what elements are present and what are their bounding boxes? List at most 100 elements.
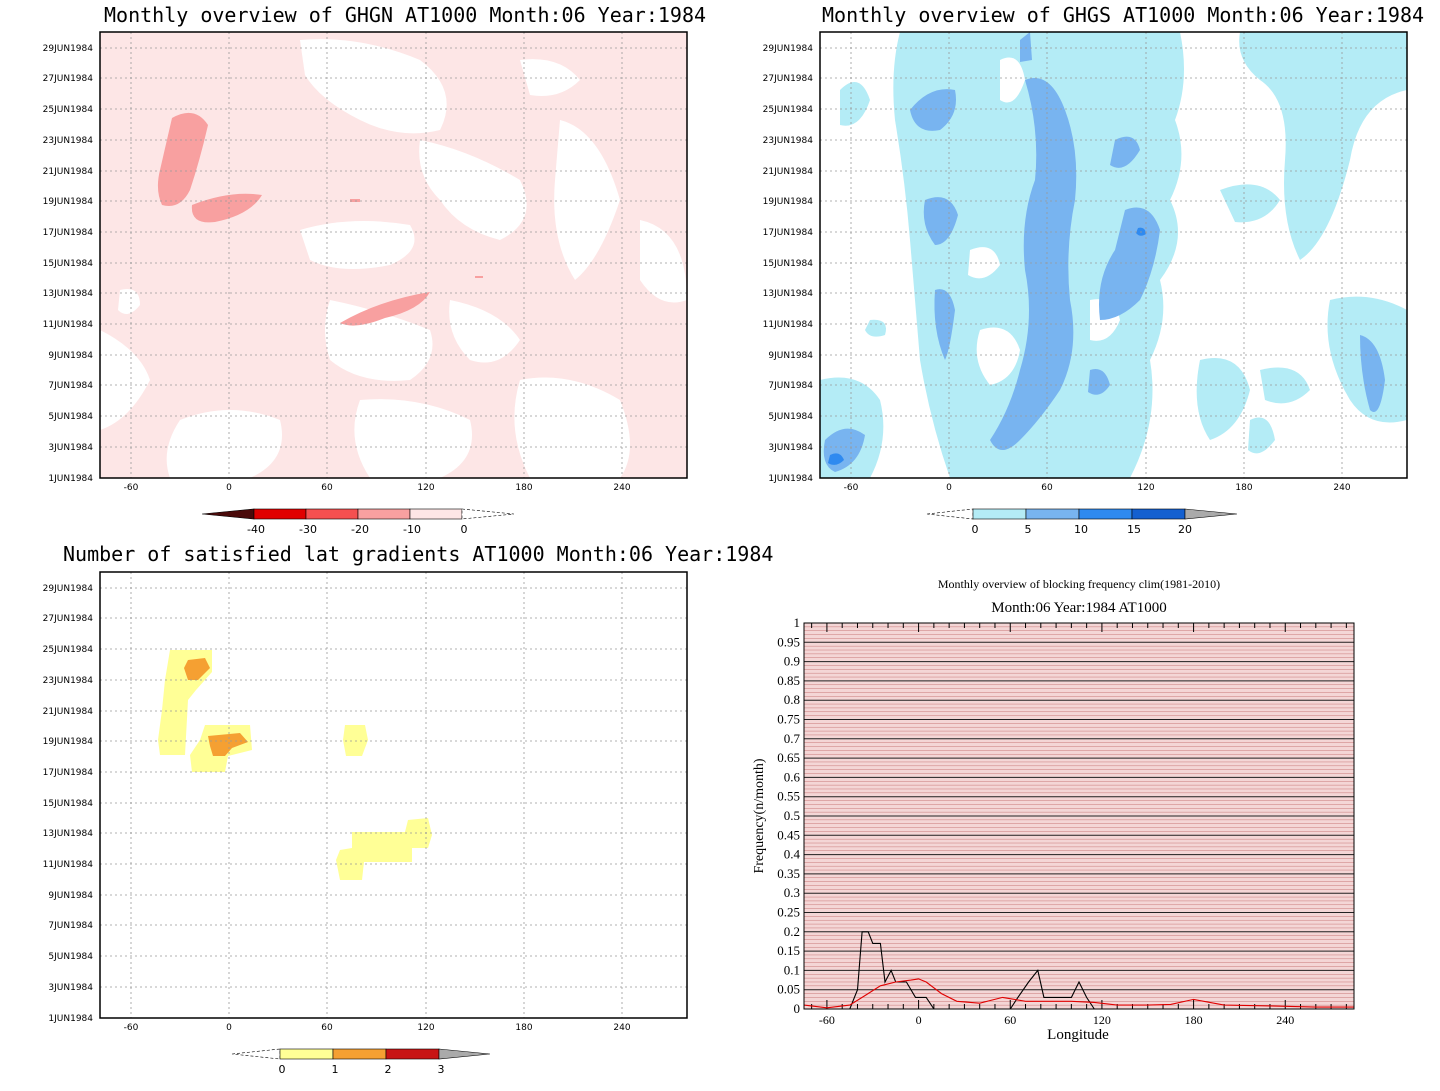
x-tick-label: 60 [321,1023,333,1033]
x-tick-label: 0 [946,483,952,493]
x-tick-label: -60 [844,483,859,493]
colorbar-swatch [409,508,463,520]
y-tick-label: 9JUN1984 [48,891,93,901]
series-line-1 [803,978,1354,1009]
ghgn-title: Monthly overview of GHGN AT1000 Month:06… [104,3,707,27]
ghgn-frame [99,31,688,479]
sat-grid [100,572,687,1018]
x-tick-label: -60 [124,483,139,493]
sat-title: Number of satisfied lat gradients AT1000… [63,542,774,566]
y-tick-label: 0.7 [784,731,801,746]
y-tick-label: 21JUN1984 [43,167,94,177]
ghgn-fill [100,32,687,478]
y-tick-label: 0.05 [777,982,800,997]
colorbar-label: -40 [247,523,265,536]
y-tick-label: 17JUN1984 [43,228,94,238]
x-tick-label: 180 [515,1023,532,1033]
x-tick-label: 120 [417,483,434,493]
y-axis-labels: 0 0.05 0.1 0.15 0.2 0.25 0.3 0.35 0.4 0.45 0.5 0.55… [777,615,800,1016]
y-tick-label: 23JUN1984 [43,136,94,146]
colorbar-label: 15 [1127,523,1141,536]
y-tick-label: 1JUN1984 [48,474,93,484]
x-tick-label: 0 [226,483,232,493]
ghgs-title: Monthly overview of GHGS AT1000 Month:06… [822,3,1425,27]
y-tick-label: 17JUN1984 [43,768,94,778]
series-line-0 [804,931,1354,1010]
x-tick-label: 240 [613,1023,630,1033]
y-tick-label: 23JUN1984 [43,676,94,686]
x-tick-label: 240 [1333,483,1350,493]
x-ticks [811,623,1347,1009]
y-tick-label: 29JUN1984 [43,44,94,54]
ghgs-grid [820,32,1407,478]
sat-fill [158,650,432,880]
y-tick-label: 15JUN1984 [763,259,814,269]
colorbar-arrow-low [201,508,255,520]
colorbar-arrow-high [461,508,515,520]
colorbar-swatch [1025,508,1080,520]
x-tick-label: 180 [515,483,532,493]
y-tick-label: 0.55 [777,789,800,804]
colorbar-swatch [279,1048,334,1060]
y-tick-label: 1JUN1984 [768,474,813,484]
ghgs-fill [820,32,1407,478]
y-tick-label: 29JUN1984 [763,44,814,54]
y-tick-label: 7JUN1984 [768,381,813,391]
y-tick-label: 0.3 [784,885,800,900]
sat-frame [99,571,688,1019]
y-tick-label: 0.75 [777,712,800,727]
series-layer [803,931,1354,1010]
y-tick-label: 0.35 [777,866,800,881]
colorbar-arrow-high [438,1048,491,1060]
y-tick-label: 17JUN1984 [763,228,814,238]
y-tick-label: 3JUN1984 [768,443,813,453]
y-tick-label: 0.8 [784,692,800,707]
y-tick-label: 7JUN1984 [48,921,93,931]
major-grid [804,622,1354,1010]
colorbar-label: 20 [1178,523,1192,536]
x-tick-label: 240 [1276,1013,1294,1027]
y-tick-label: 1 [794,615,801,630]
colorbar-swatch [253,508,307,520]
colorbar-swatch [357,508,411,520]
x-tick-label: 60 [321,483,333,493]
y-tick-label: 0.45 [777,827,800,842]
y-tick-label: 19JUN1984 [43,197,94,207]
colorbar-arrow-low [231,1048,281,1060]
y-tick-label: 15JUN1984 [43,799,94,809]
y-tick-label: 0.1 [784,962,800,977]
y-tick-label: 3JUN1984 [48,443,93,453]
ghgn-map: -60 0 60 120 180 240 29JUN1984 27JUN1984… [43,31,688,493]
y-tick-label: 9JUN1984 [48,351,93,361]
colorbar-label: -20 [351,523,369,536]
y-tick-label: 25JUN1984 [763,105,814,115]
colorbar-swatch [972,508,1027,520]
colorbar-swatch [332,1048,387,1060]
y-tick-label: 13JUN1984 [763,289,814,299]
x-tick-label: 180 [1185,1013,1203,1027]
y-tick-label: 23JUN1984 [763,136,814,146]
ghgs-map: -60 0 60 120 180 240 29JUN1984 27JUN1984… [763,31,1408,493]
x-axis-title: Longitude [1047,1027,1109,1043]
y-tick-label: 5JUN1984 [768,412,813,422]
ghgs-colorbar: 0 5 10 15 20 [926,508,1238,536]
y-tick-label: 27JUN1984 [43,614,94,624]
x-tick-label: 180 [1235,483,1252,493]
ghgs-frame [819,31,1408,479]
colorbar-label: 3 [438,1063,445,1076]
y-tick-label: 5JUN1984 [48,412,93,422]
x-tick-label: 120 [1093,1013,1111,1027]
x-tick-label: -60 [124,1023,139,1033]
y-tick-label: 11JUN1984 [763,320,814,330]
y-tick-label: 3JUN1984 [48,983,93,993]
y-tick-label: 27JUN1984 [43,74,94,84]
y-tick-label: 21JUN1984 [763,167,814,177]
colorbar-label: 0 [279,1063,286,1076]
y-tick-label: 0.6 [784,769,801,784]
ghgn-grid [100,32,687,478]
colorbar-label: -30 [299,523,317,536]
y-tick-label: 27JUN1984 [763,74,814,84]
y-axis-title: Frequency(n/month) [752,758,767,873]
y-tick-label: 15JUN1984 [43,259,94,269]
y-tick-label: 9JUN1984 [768,351,813,361]
